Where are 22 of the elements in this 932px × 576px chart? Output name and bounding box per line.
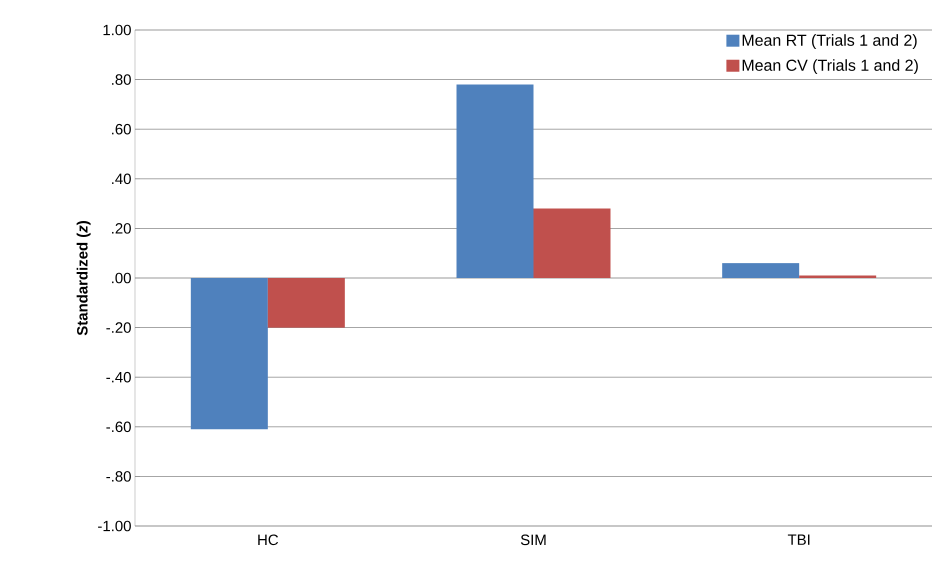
x-tick-label: HC (258, 534, 278, 546)
bar (190, 278, 268, 430)
bar (722, 263, 800, 278)
y-tick-label: .00 (112, 272, 131, 284)
y-tick-label: -1.00 (98, 520, 131, 532)
y-tick-label: .60 (112, 124, 131, 134)
legend-label: Mean CV (Trials 1 and 2) (742, 59, 918, 74)
bar (534, 208, 611, 278)
y-tick-label: -.80 (106, 471, 131, 482)
x-tick-label: SIM (520, 534, 546, 546)
y-tick-label: -.40 (106, 372, 131, 382)
legend-label: Mean RT (Trials 1 and 2) (742, 34, 917, 50)
y-tick-label: .20 (112, 223, 131, 234)
y-tick-label: .80 (112, 74, 131, 85)
y-tick-label: .40 (112, 174, 131, 184)
x-tick-label: TBI (788, 534, 810, 545)
y-tick-label: -.60 (106, 422, 131, 432)
y-axis-title: Standardized (z) (76, 221, 91, 336)
y-tick-label: 1.00 (104, 24, 131, 36)
bar (268, 278, 345, 328)
y-tick-label: -.20 (106, 322, 131, 333)
bar (456, 84, 534, 278)
